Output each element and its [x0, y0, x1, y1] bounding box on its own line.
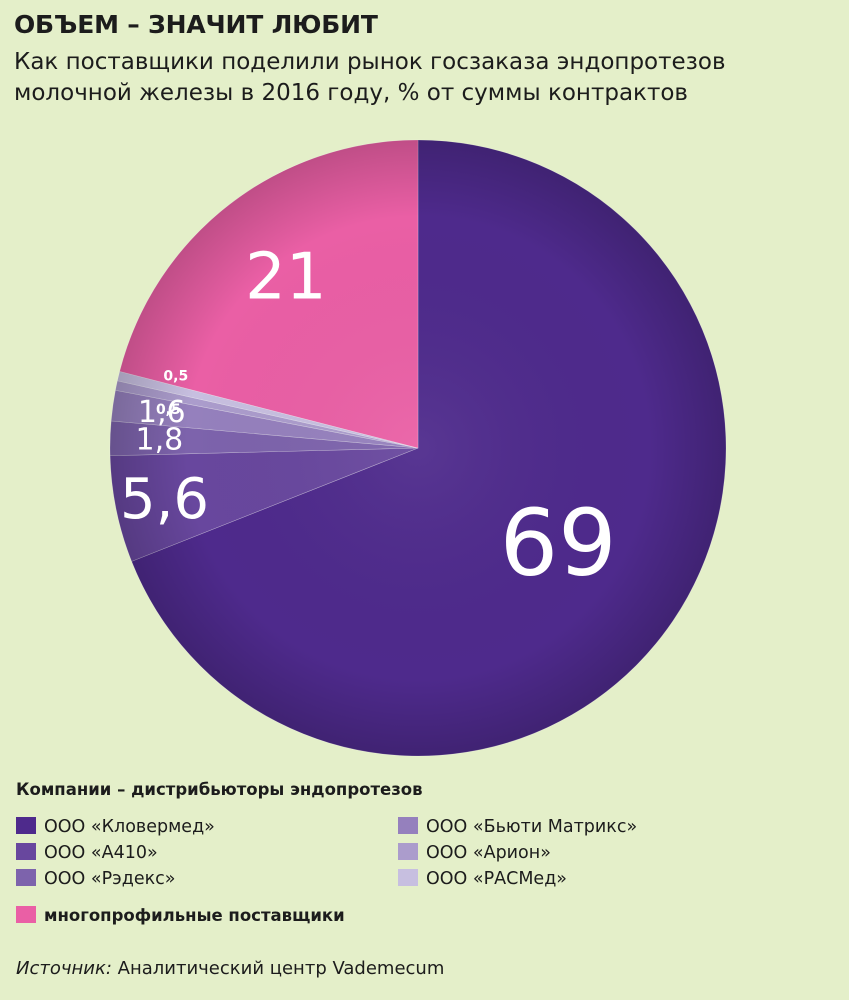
legend-swatch — [16, 869, 36, 886]
legend-swatch — [16, 843, 36, 860]
legend-swatch — [398, 869, 418, 886]
pie-data-label-klovermed: 69 — [500, 490, 617, 597]
legend-item-rasmed: ООО «РАСМед» — [398, 869, 567, 889]
source-text: Аналитический центр Vademecum — [117, 958, 445, 979]
legend-item-a410: ООО «А410» — [16, 843, 158, 863]
pie-data-label-beauty-matrix: 1,6 — [138, 395, 186, 430]
legend-title: Компании – дистрибьюторы эндопротезов — [16, 780, 423, 799]
pie-data-label-redeks: 1,8 — [136, 422, 184, 457]
legend-item-klovermed: ООО «Кловермед» — [16, 817, 215, 837]
legend-label: ООО «РАСМед» — [426, 869, 568, 889]
chart-subtitle: Как поставщики поделили рынок госзаказа … — [14, 49, 726, 106]
legend-swatch — [398, 843, 418, 860]
legend-item-beauty-matrix: ООО «Бьюти Матрикс» — [398, 817, 637, 837]
source-note: Источник: Аналитический центр Vademecum — [16, 958, 444, 979]
legend-item-multiprofile: многопрофильные поставщики — [16, 906, 345, 926]
pie-data-label-multiprofile: 21 — [245, 241, 326, 315]
pie-data-label-rasmed: 0,5 — [163, 368, 188, 384]
legend-label: ООО «Кловермед» — [44, 817, 215, 837]
legend-label: ООО «Бьюти Матрикс» — [426, 817, 638, 837]
legend-label: многопрофильные поставщики — [44, 906, 345, 925]
legend-swatch — [16, 906, 36, 923]
legend-swatch — [16, 817, 36, 834]
legend-item-redeks: ООО «Рэдекс» — [16, 869, 176, 889]
legend-label: ООО «А410» — [44, 843, 158, 863]
pie-data-label-arion: 0,5 — [156, 402, 181, 418]
pie-chart: 695,61,81,60,50,521 — [109, 139, 727, 757]
source-label: Источник: — [16, 958, 112, 979]
legend-label: ООО «Рэдекс» — [44, 869, 176, 889]
chart-title: ОБЪЕМ – ЗНАЧИТ ЛЮБИТ — [14, 10, 378, 39]
legend-item-arion: ООО «Арион» — [398, 843, 551, 863]
legend-swatch — [398, 817, 418, 834]
pie-data-label-a410: 5,6 — [120, 467, 209, 532]
legend-label: ООО «Арион» — [426, 843, 551, 863]
